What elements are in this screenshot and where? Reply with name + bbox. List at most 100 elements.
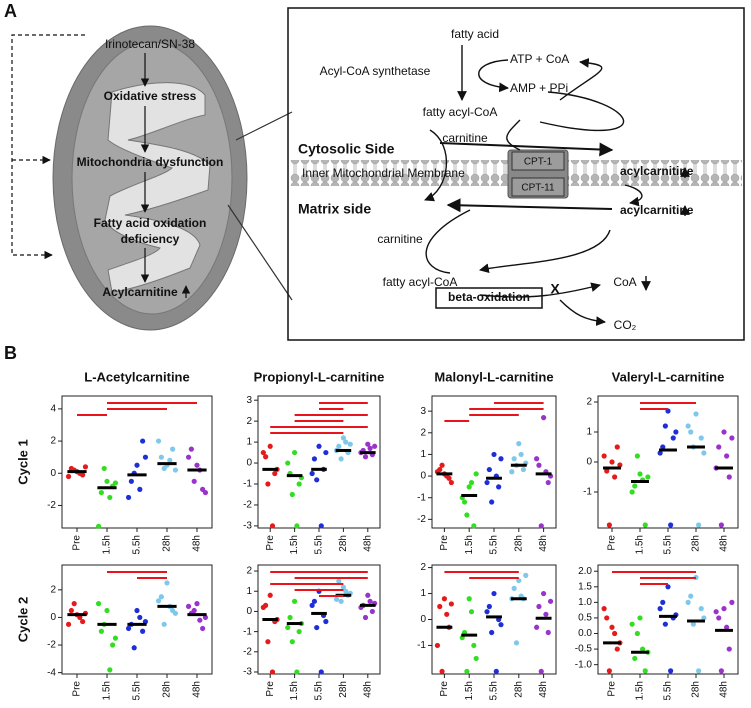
data-point bbox=[657, 450, 663, 456]
charts: L-Acetylcarnitine Cycle 1 -2 0 2 4 Pre 1.5h 5.5h… bbox=[15, 369, 739, 700]
data-point bbox=[98, 489, 104, 496]
data-point bbox=[318, 669, 324, 675]
data-point bbox=[473, 655, 479, 662]
data-point bbox=[367, 445, 373, 451]
data-point bbox=[272, 470, 278, 477]
row-label: Cycle 1 bbox=[15, 439, 30, 485]
y-tick-label: 1 bbox=[586, 427, 592, 438]
data-point bbox=[693, 411, 699, 417]
diagram-text: Mitochondria dysfunction bbox=[77, 155, 224, 169]
x-tick-label: 5.5h bbox=[132, 681, 143, 700]
data-point bbox=[716, 615, 722, 621]
data-point bbox=[434, 642, 441, 649]
data-point bbox=[511, 585, 517, 591]
y-tick-label: 1 bbox=[420, 449, 426, 460]
x-tick-label: 5.5h bbox=[663, 535, 674, 554]
data-point bbox=[296, 481, 302, 487]
data-point bbox=[491, 451, 497, 458]
data-point bbox=[729, 599, 735, 605]
data-point bbox=[701, 450, 707, 456]
y-tick-label: -4 bbox=[47, 667, 56, 678]
data-point bbox=[606, 668, 612, 674]
y-tick-label: 1.5 bbox=[578, 581, 592, 592]
x-tick-label: Pre bbox=[607, 681, 618, 697]
data-point bbox=[718, 668, 724, 674]
diagram-text: Acyl-CoA synthetase bbox=[320, 64, 431, 78]
data-point bbox=[629, 621, 635, 627]
data-point bbox=[601, 606, 607, 612]
data-point bbox=[538, 668, 544, 675]
diagram-text: Inner Mitochondrial Membrane bbox=[302, 166, 465, 180]
data-point bbox=[365, 592, 371, 598]
data-point bbox=[323, 449, 329, 456]
data-point bbox=[296, 629, 302, 635]
data-point bbox=[448, 479, 454, 486]
data-point bbox=[104, 478, 110, 484]
data-point bbox=[362, 454, 369, 460]
data-point bbox=[107, 667, 113, 673]
x-tick-label: 1.5h bbox=[464, 535, 475, 554]
data-point bbox=[701, 615, 707, 621]
data-point bbox=[172, 610, 179, 616]
x-tick-label: 28h bbox=[338, 535, 349, 552]
data-point bbox=[142, 454, 149, 460]
x-tick-label: 1.5h bbox=[289, 681, 300, 700]
mitochondrion bbox=[52, 25, 248, 331]
data-point bbox=[292, 449, 298, 456]
data-point bbox=[696, 668, 702, 674]
data-point bbox=[721, 429, 727, 435]
data-point bbox=[498, 622, 504, 628]
data-point bbox=[536, 462, 542, 468]
y-tick-label: -2 bbox=[47, 640, 56, 651]
data-point bbox=[464, 668, 470, 675]
data-point bbox=[511, 456, 517, 462]
data-point bbox=[260, 449, 266, 456]
beta-box bbox=[435, 287, 543, 309]
data-point bbox=[685, 423, 691, 429]
diagram-text: fatty acyl-CoA bbox=[383, 275, 458, 289]
y-tick-label: 1 bbox=[246, 437, 252, 448]
data-point bbox=[265, 481, 271, 487]
diagram-text: fatty acid bbox=[451, 27, 499, 41]
data-point bbox=[489, 629, 495, 636]
data-point bbox=[137, 614, 143, 621]
data-point bbox=[365, 441, 371, 447]
x-tick-label: Pre bbox=[265, 535, 276, 551]
diagram-text: acylcarnitine bbox=[620, 203, 694, 217]
data-point bbox=[285, 624, 291, 631]
data-point bbox=[696, 522, 702, 528]
x-tick-label: Pre bbox=[439, 681, 450, 697]
data-point bbox=[688, 593, 694, 599]
data-point bbox=[471, 523, 477, 529]
x-tick-label: 5.5h bbox=[489, 535, 500, 554]
x-tick-label: 1.5h bbox=[635, 535, 646, 554]
diagram-text: Acylcarnitine bbox=[102, 285, 178, 299]
data-point bbox=[110, 642, 116, 648]
y-tick-label: 0 bbox=[246, 606, 252, 617]
x-tick-label: 5.5h bbox=[314, 681, 325, 700]
data-point bbox=[685, 599, 691, 605]
x-tick-label: 5.5h bbox=[663, 681, 674, 700]
y-tick-label: 2 bbox=[50, 436, 56, 447]
data-point bbox=[65, 621, 72, 627]
data-point bbox=[617, 462, 623, 468]
diagram-text: CPT-1 bbox=[524, 157, 553, 168]
data-point bbox=[444, 611, 450, 617]
x-tick-label: Pre bbox=[72, 681, 83, 697]
diagram-text: beta-oxidation bbox=[448, 290, 530, 304]
y-tick-label: 2 bbox=[420, 427, 426, 438]
data-point bbox=[439, 462, 445, 468]
data-point bbox=[606, 522, 612, 528]
data-point bbox=[473, 471, 479, 477]
data-point bbox=[336, 443, 342, 449]
x-tick-label: 48h bbox=[719, 681, 730, 698]
data-point bbox=[155, 438, 162, 444]
y-tick-label: 0.5 bbox=[578, 613, 592, 624]
data-point bbox=[698, 435, 704, 441]
data-point bbox=[338, 456, 344, 462]
y-tick-label: -3 bbox=[243, 521, 252, 532]
data-point bbox=[194, 462, 200, 468]
data-point bbox=[71, 601, 77, 607]
data-point bbox=[657, 606, 663, 612]
